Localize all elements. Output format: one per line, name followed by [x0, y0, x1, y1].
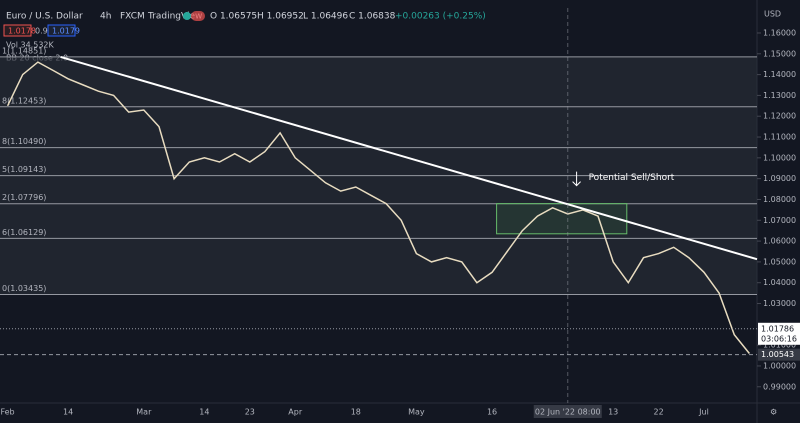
y-tick-label: 1.12000	[763, 112, 796, 121]
buy-button[interactable]	[47, 24, 76, 37]
source: FXCM	[120, 12, 145, 22]
title: Euro / U.S. Dollar	[6, 12, 83, 22]
y-tick-label: 1.00000	[763, 361, 796, 370]
y-tick-label: 1.15000	[763, 49, 796, 58]
price-line	[6, 61, 750, 354]
y-tick-label: 1.04000	[763, 278, 796, 287]
spread: 0.9	[35, 27, 48, 36]
x-tick-label: Feb	[0, 408, 14, 417]
fib-label: 6(1.06129)	[2, 228, 46, 237]
buy-price: 1.0179	[52, 27, 80, 36]
x-tick-label: 18	[351, 408, 361, 417]
fib-label: 8(1.10490)	[2, 137, 46, 146]
y-tick-label: 1.14000	[763, 70, 796, 79]
ohlc-change: +0.00263 (+0.25%)	[395, 12, 486, 22]
sell-button[interactable]	[3, 24, 32, 37]
x-tick-label: 14	[199, 408, 209, 417]
platform: TradingView	[147, 12, 202, 22]
y-tick-label: 0.99000	[763, 382, 796, 391]
interval: 4h	[100, 12, 111, 22]
x-tick-label: Jul	[698, 408, 709, 417]
ohlc-open: O 1.06575	[210, 12, 257, 22]
x-tick-label: Mar	[136, 408, 152, 417]
annotation-arrowhead	[572, 181, 581, 187]
y-tick-label: 1.06000	[763, 237, 796, 246]
fib-label: 0(1.03435)	[2, 284, 46, 293]
trendline	[60, 55, 758, 261]
volume-indicator: Vol 34.532K	[6, 41, 55, 50]
x-tick-label: 22	[653, 408, 663, 417]
currency: USD	[764, 10, 781, 19]
fib-label: 2(1.07796)	[2, 193, 46, 202]
status-toggle[interactable]	[191, 11, 205, 21]
fib-label: 8(1.12453)	[2, 96, 46, 105]
crosshair-tag	[758, 348, 800, 361]
ohlc-high: H 1.06952	[257, 12, 304, 22]
ohlc-low: L 1.06496	[303, 12, 348, 22]
x-tick-label: 16	[487, 408, 497, 417]
y-tick-label: 1.13000	[763, 91, 796, 100]
x-tick-label: May	[408, 408, 425, 417]
sell-zone	[496, 203, 628, 235]
annotation: Potential Sell/Short	[589, 173, 675, 183]
ohlc-close: C 1.06838	[349, 12, 396, 22]
y-tick-label: 1.05000	[763, 257, 796, 266]
x-tick-label: 02 Jun '22 08:00	[535, 408, 601, 417]
fib-label: 1(1.14851)	[2, 46, 46, 55]
y-tick-label: 1.07000	[763, 216, 796, 225]
x-tick-label: Apr	[288, 408, 303, 417]
last-price-label: 1.01786	[761, 324, 794, 333]
crosshair-time-tag	[533, 405, 602, 418]
x-tick-label: 23	[245, 408, 255, 417]
countdown: 03:06:16	[761, 334, 797, 343]
y-tick-label: 1.10000	[763, 153, 796, 162]
status-dot	[183, 12, 191, 20]
sell-price: 1.0178	[8, 27, 36, 36]
y-tick-label: 1.16000	[763, 28, 796, 37]
crosshair-label: 1.00543	[761, 350, 794, 359]
y-tick-label: 1.09000	[763, 174, 796, 183]
y-tick-label: 1.01000	[763, 341, 796, 350]
y-tick-label: 1.08000	[763, 195, 796, 204]
fib-label: 5(1.09143)	[2, 165, 46, 174]
x-tick-label: 13	[608, 408, 618, 417]
y-tick-label: 1.03000	[763, 299, 796, 308]
x-tick-label: 14	[63, 408, 73, 417]
last-price-tag	[758, 322, 800, 345]
settings-icon[interactable]: ⚙	[770, 408, 777, 417]
y-tick-label: 1.11000	[763, 133, 796, 142]
